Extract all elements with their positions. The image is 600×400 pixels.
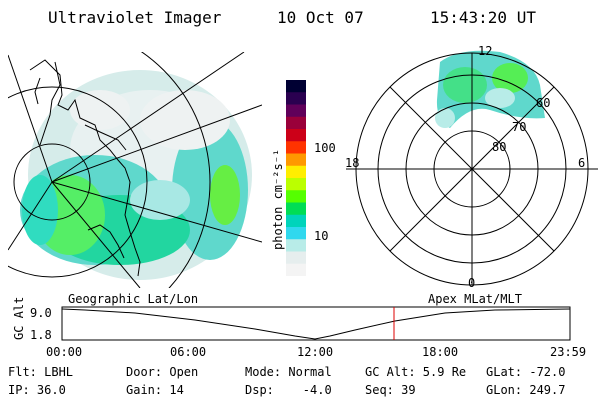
colorbar-swatch — [286, 263, 306, 276]
geo-map-caption: Geographic Lat/Lon — [68, 292, 199, 306]
colorbar-tick-10: 10 — [314, 229, 329, 243]
time-tick-1200: 12:00 — [297, 345, 334, 359]
mlt-label-12: 12 — [478, 44, 493, 58]
mlt-label-6: 6 — [578, 156, 586, 170]
altitude-ytick-bottom: 1.8 — [30, 328, 52, 342]
colorbar-swatch — [286, 239, 306, 253]
gain-status: Gain: 14 — [126, 383, 184, 397]
altitude-ylabel: GC Alt — [12, 296, 26, 340]
colorbar-swatch — [286, 141, 306, 155]
colorbar-swatch — [286, 251, 306, 265]
mode-status: Mode: Normal — [245, 365, 332, 379]
colorbar-swatch — [286, 104, 306, 118]
geo-lat-lon-grid — [8, 52, 262, 288]
mlat-label-80: 80 — [492, 140, 507, 154]
polar-emission-field — [435, 50, 545, 128]
dsp-status: Dsp: -4.0 — [245, 383, 332, 397]
door-status: Door: Open — [126, 365, 199, 379]
colorbar-swatch — [286, 227, 306, 240]
time-tick-0000: 00:00 — [46, 345, 83, 359]
colorbar-swatch — [286, 190, 306, 204]
geographic-map — [8, 52, 262, 288]
time-tick-0600: 06:00 — [170, 345, 207, 359]
colorbar-swatch — [286, 178, 306, 191]
polar-plot-caption: Apex MLat/MLT — [428, 292, 522, 306]
colorbar-swatch — [286, 165, 306, 179]
sequence-status: Seq: 39 — [365, 383, 416, 397]
gc-altitude-status: GC Alt: 5.9 Re — [365, 365, 467, 379]
time-tick-2359: 23:59 — [550, 345, 587, 359]
filter-status: Flt: LBHL — [8, 365, 74, 379]
polar-mlat-mlt-plot — [346, 50, 598, 286]
colorbar-swatch — [286, 80, 306, 93]
observation-time: 15:43:20 UT — [430, 8, 536, 27]
polar-grid — [346, 52, 598, 286]
time-tick-1800: 18:00 — [422, 345, 459, 359]
colorbar-swatch — [286, 202, 306, 216]
ip-status: IP: 36.0 — [8, 383, 66, 397]
instrument-title: Ultraviolet Imager — [48, 8, 222, 27]
colorbar-swatch — [286, 214, 306, 228]
colorbar-tick-100: 100 — [314, 141, 336, 155]
altitude-ytick-top: 9.0 — [30, 306, 52, 320]
mlat-label-70: 70 — [512, 120, 527, 134]
colorbar-swatch — [286, 116, 306, 130]
altitude-track-plot — [61, 306, 571, 341]
color-scale-bar — [286, 80, 306, 276]
geo-emission-field — [20, 70, 252, 280]
mlt-label-0: 0 — [468, 276, 476, 290]
mlt-label-18: 18 — [345, 156, 360, 170]
colorbar-swatch — [286, 92, 306, 106]
observation-date: 10 Oct 07 — [277, 8, 364, 27]
colorbar-swatch — [286, 153, 306, 167]
colorbar-unit-label: photon cm⁻²s⁻¹ — [271, 148, 285, 250]
altitude-curve — [61, 308, 571, 340]
geo-latitude-status: GLat: -72.0 — [486, 365, 566, 379]
geo-longitude-status: GLon: 249.7 — [486, 383, 566, 397]
mlat-label-60: 60 — [536, 96, 551, 110]
geo-coastlines — [29, 59, 141, 277]
colorbar-swatch — [286, 129, 306, 142]
altitude-plot-frame — [61, 306, 571, 341]
